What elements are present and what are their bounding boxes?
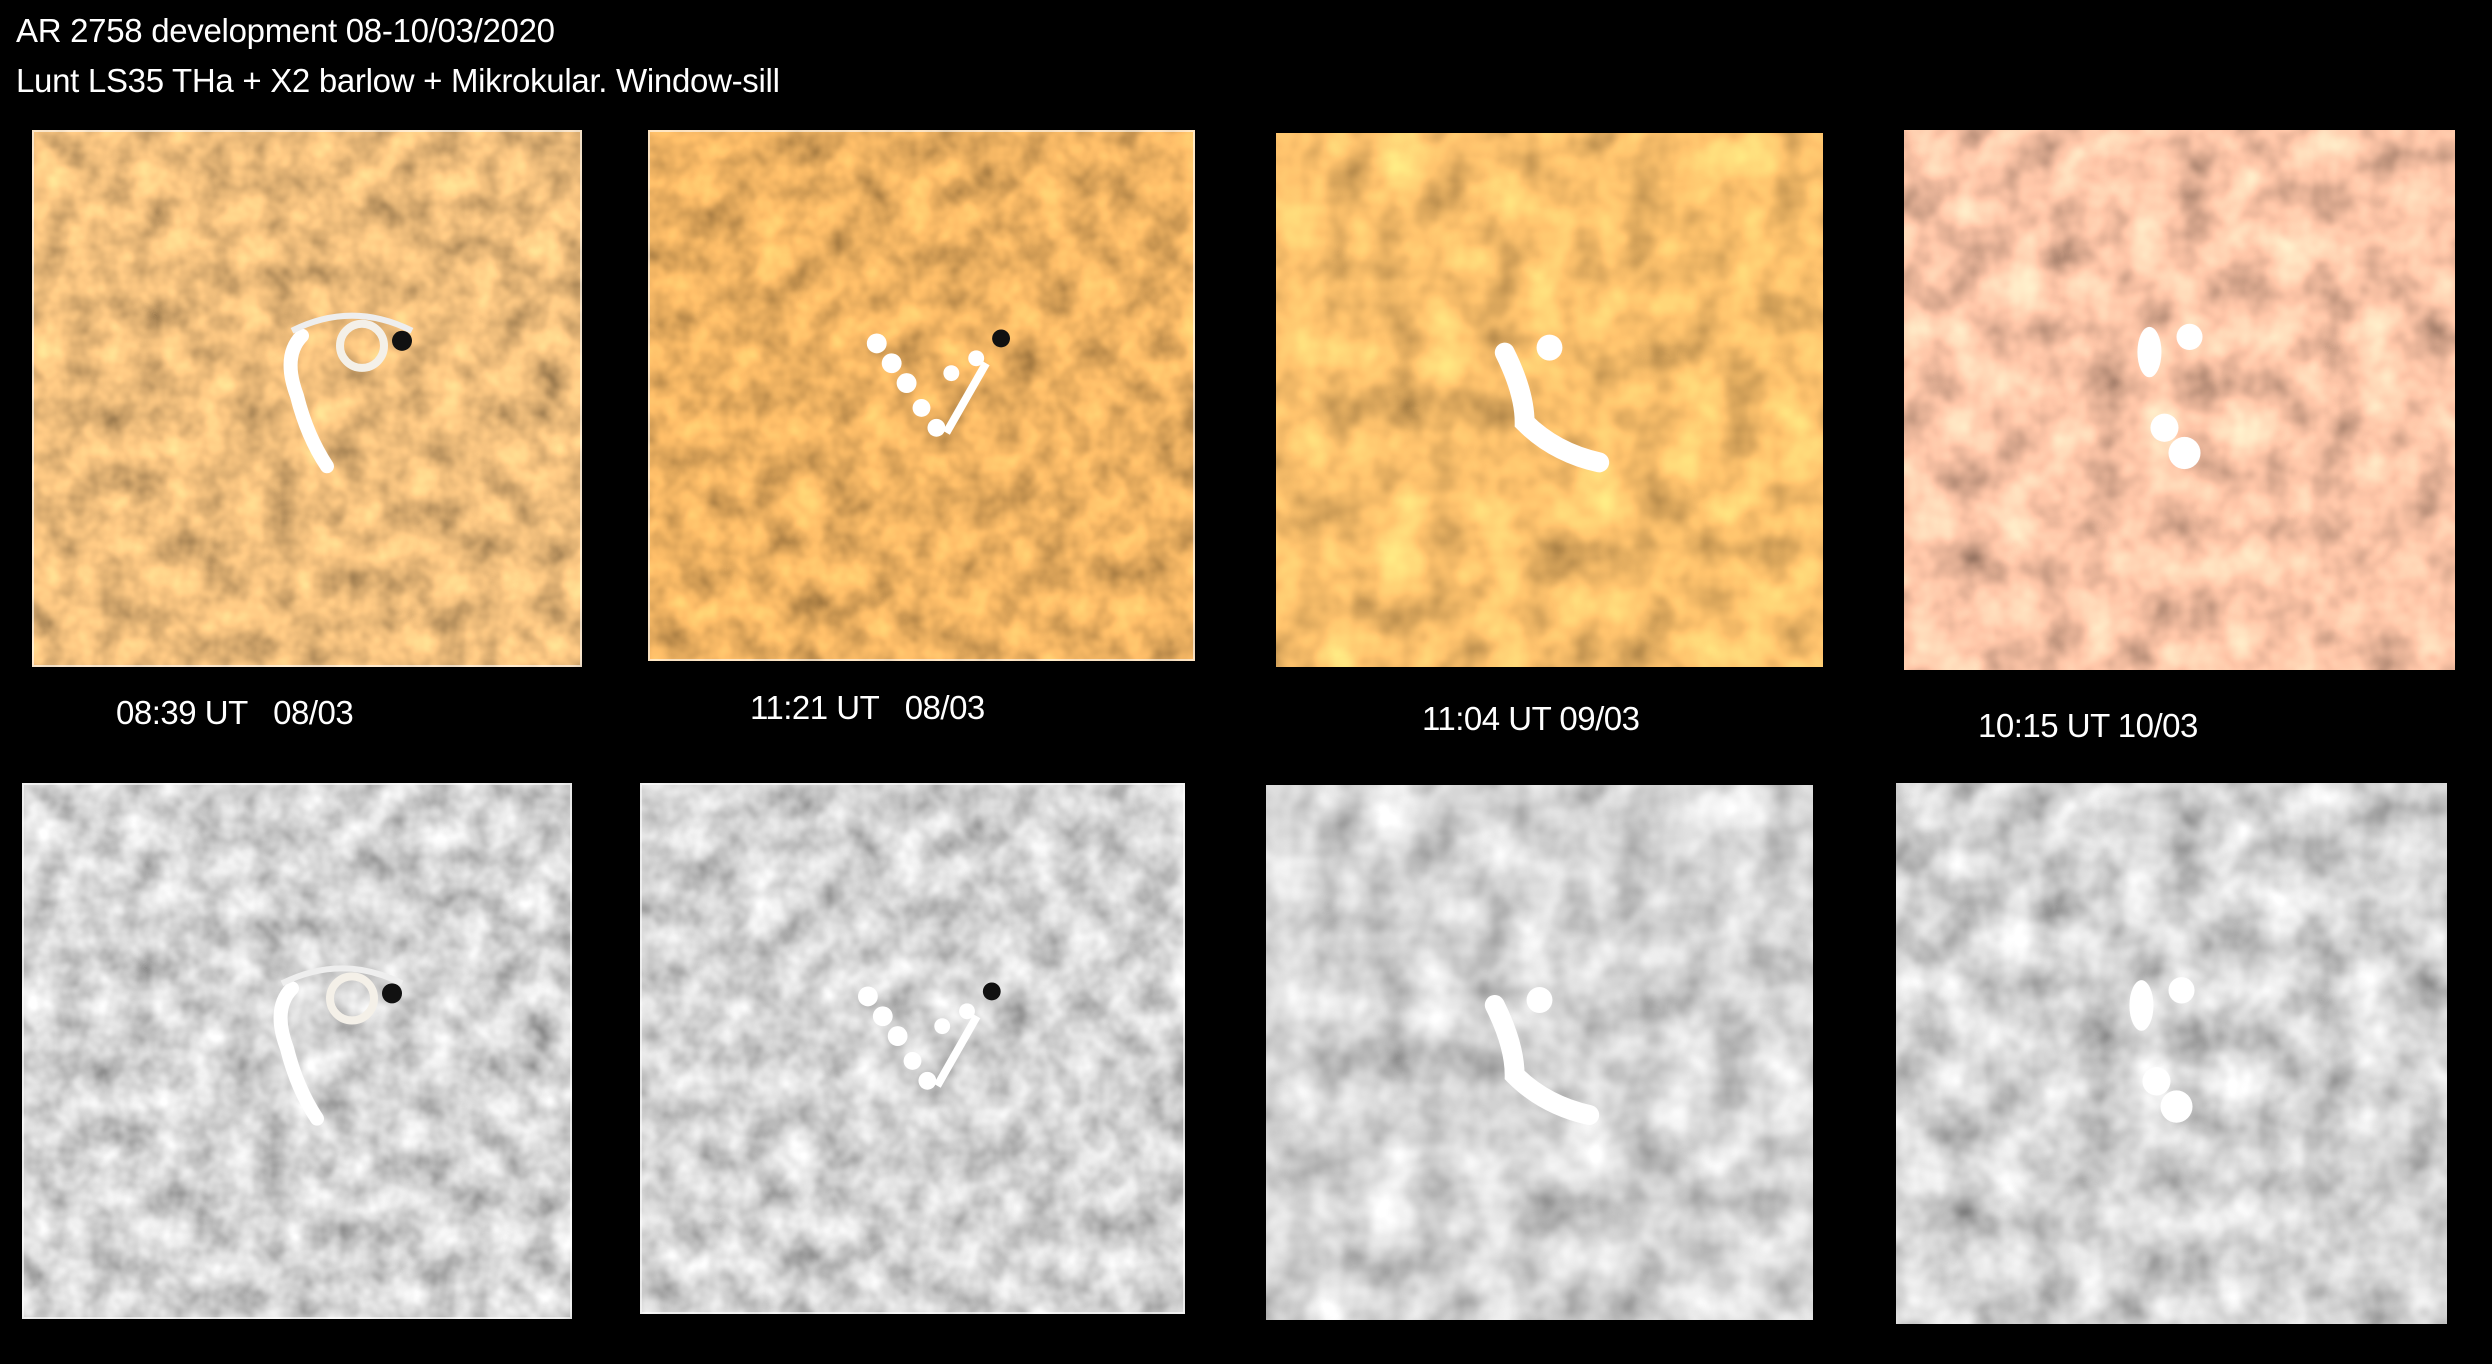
active-region-feature (273, 965, 404, 1126)
panel-label-3: 11:04 UT 09/03 (1422, 700, 1640, 737)
panel-label-4: 10:15 UT 10/03 (1978, 707, 2198, 744)
solar-image (1896, 783, 2447, 1324)
color-panel-4 (1904, 130, 2455, 670)
mono-panel-4 (1896, 783, 2447, 1324)
image-subtitle: Lunt LS35 THa + X2 barlow + Mikrokular. … (16, 62, 780, 99)
color-panel-3 (1276, 133, 1823, 667)
panel-label-2: 11:21 UT 08/03 (750, 689, 985, 726)
solar-image (1266, 785, 1813, 1320)
active-region-feature (858, 982, 1001, 1090)
color-panel-1 (32, 130, 582, 667)
solar-image (640, 783, 1185, 1314)
active-region-feature (283, 312, 414, 474)
active-region-feature (1494, 334, 1610, 473)
solar-image (648, 130, 1195, 661)
solar-image (22, 783, 572, 1319)
mono-panel-2 (640, 783, 1185, 1314)
panel-label-1: 08:39 UT 08/03 (116, 694, 354, 731)
mono-panel-1 (22, 783, 572, 1319)
solar-image (1276, 133, 1823, 667)
mono-panel-3 (1266, 785, 1813, 1320)
active-region-feature (2129, 977, 2195, 1123)
solar-image (32, 130, 582, 667)
image-title: AR 2758 development 08-10/03/2020 (16, 12, 555, 49)
color-panel-2 (648, 130, 1195, 661)
solar-image (1904, 130, 2455, 670)
active-region-feature (1484, 987, 1600, 1125)
active-region-feature (2137, 323, 2203, 470)
active-region-feature (866, 329, 1011, 437)
